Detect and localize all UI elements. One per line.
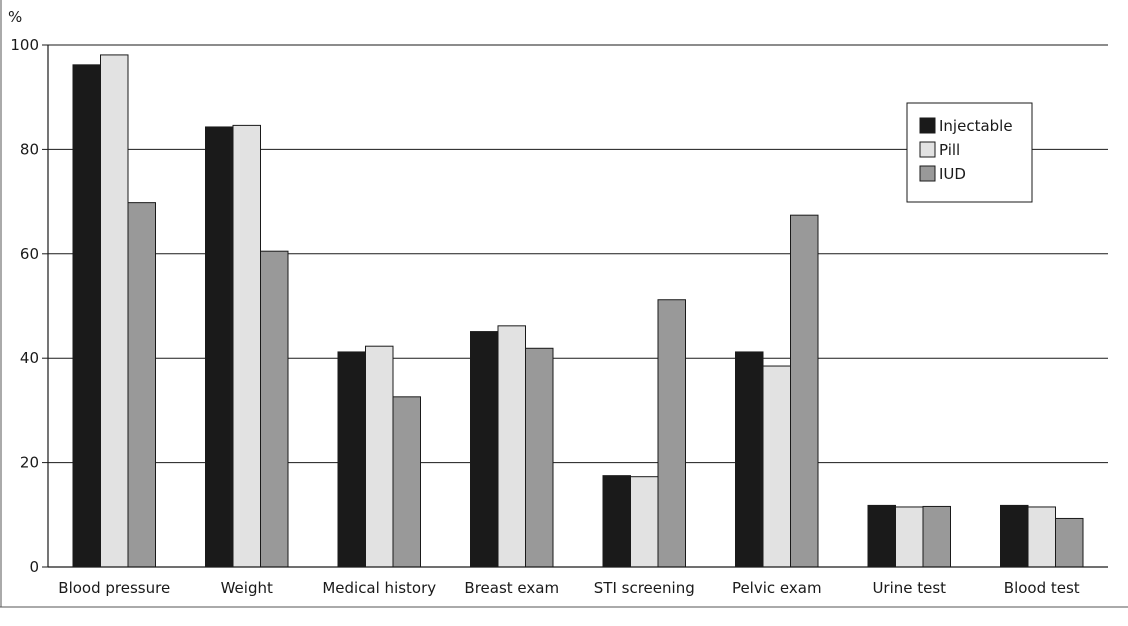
bars (72, 54, 1084, 568)
x-tick-label: Breast exam (464, 579, 559, 597)
bar-injectable-4 (602, 475, 631, 568)
bar-pill-7 (1027, 506, 1056, 568)
bar-iud-1 (260, 250, 289, 568)
bar-pill-6 (895, 506, 924, 568)
bar-pill-4 (630, 476, 659, 568)
legend-label: Pill (939, 141, 960, 159)
legend: Injectable Pill IUD (906, 102, 1033, 203)
legend-swatch (919, 165, 936, 182)
x-tick-label: Weight (221, 579, 273, 597)
x-tick-label: Urine test (872, 579, 946, 597)
bar-pill-2 (365, 345, 394, 568)
bar-injectable-2 (337, 351, 366, 568)
bar-injectable-7 (1000, 504, 1029, 568)
y-tick-label: 60 (20, 245, 39, 263)
legend-swatch (919, 141, 936, 158)
legend-swatch (919, 117, 936, 134)
x-tick-label: STI screening (594, 579, 695, 597)
y-tick-label: 40 (20, 349, 39, 367)
bar-pill-3 (497, 325, 526, 568)
bar-iud-3 (525, 347, 554, 568)
bar-pill-5 (762, 365, 791, 568)
bar-iud-7 (1055, 517, 1084, 568)
bar-iud-4 (657, 299, 686, 568)
legend-label: Injectable (939, 117, 1013, 135)
bar-pill-1 (232, 124, 261, 568)
x-tick-label: Blood test (1004, 579, 1080, 597)
x-tick-label: Medical history (322, 579, 436, 597)
x-tick-label: Pelvic exam (732, 579, 822, 597)
y-tick-label: 100 (10, 36, 39, 54)
bar-injectable-0 (72, 64, 101, 568)
bar-iud-0 (127, 202, 156, 568)
bar-injectable-1 (205, 126, 234, 568)
y-tick-label: 20 (20, 454, 39, 472)
y-tick-labels: 0 20 40 60 80 100 (10, 36, 39, 576)
x-tick-label: Blood pressure (58, 579, 170, 597)
bar-pill-0 (100, 54, 129, 568)
y-tick-label: 0 (29, 558, 39, 576)
bar-injectable-5 (735, 351, 764, 568)
bar-injectable-6 (867, 504, 896, 568)
bar-iud-6 (922, 505, 951, 568)
bar-injectable-3 (470, 331, 499, 568)
y-tick-label: 80 (20, 140, 39, 158)
x-tick-labels: Blood pressure Weight Medical history Breas… (58, 579, 1080, 597)
bar-iud-5 (790, 214, 819, 568)
legend-label: IUD (939, 165, 966, 183)
y-axis-label: % (8, 8, 22, 26)
bar-iud-2 (392, 396, 421, 568)
